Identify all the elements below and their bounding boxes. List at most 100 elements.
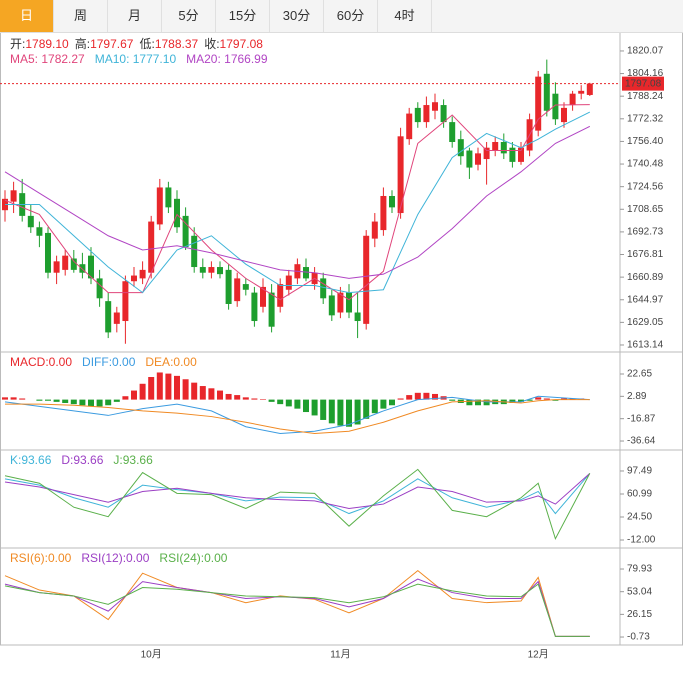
candle-body <box>88 255 94 279</box>
x-tick-label: 12月 <box>528 649 549 661</box>
y-tick-label: 1820.07 <box>627 46 664 57</box>
macd-bar <box>148 377 155 400</box>
info-label: 低: <box>139 37 154 51</box>
period-tab[interactable]: 30分 <box>270 0 324 32</box>
candle-body <box>96 278 103 299</box>
macd-bar <box>96 399 103 407</box>
y-tick-label: 1676.81 <box>627 249 664 260</box>
candle-body <box>475 153 481 165</box>
candle-body <box>483 147 490 160</box>
candle-body <box>389 195 395 208</box>
candle-body <box>139 269 146 279</box>
indicator-line <box>4 395 590 435</box>
candle-body <box>268 292 275 327</box>
indicator-line <box>4 583 590 637</box>
macd-bar <box>251 398 258 400</box>
macd-bar <box>182 379 189 400</box>
y-tick-label: 22.65 <box>627 369 652 380</box>
macd-bar <box>260 399 266 400</box>
macd-bar <box>131 390 137 400</box>
candle-body <box>225 269 232 304</box>
macd-bar <box>337 399 344 426</box>
candle-body <box>320 278 327 299</box>
y-tick-label: 1708.65 <box>627 204 664 215</box>
info-value: 1797.67 <box>90 37 134 51</box>
candle-body <box>509 147 516 162</box>
macd-bar <box>552 399 559 401</box>
candle-body <box>543 73 550 111</box>
last-price-box <box>622 76 664 91</box>
candle-body <box>199 267 206 273</box>
macd-bar <box>88 399 94 407</box>
macd-bar <box>449 399 456 401</box>
period-tab[interactable]: 4时 <box>378 0 432 32</box>
macd-bar <box>277 399 284 405</box>
period-tab[interactable]: 周 <box>54 0 108 32</box>
period-tab[interactable]: 15分 <box>216 0 270 32</box>
candle-body <box>586 83 593 95</box>
macd-bar <box>2 397 8 400</box>
candle-body <box>363 235 370 324</box>
candle-body <box>285 275 292 290</box>
y-tick-label: 1772.32 <box>627 113 664 124</box>
macd-bar <box>139 383 146 400</box>
candle-body <box>303 267 309 279</box>
candle-body <box>62 255 69 270</box>
macd-bar <box>561 398 567 400</box>
legend-entry: DIFF:0.00 <box>82 355 136 369</box>
candle-body <box>432 102 438 111</box>
macd-bar <box>217 390 223 400</box>
candle-body <box>535 76 542 131</box>
macd-bar <box>389 399 395 406</box>
candle-body <box>79 264 86 273</box>
candle-body <box>45 232 51 273</box>
macd-bar <box>62 399 69 403</box>
y-tick-label: 1740.48 <box>627 159 664 170</box>
macd-bar <box>526 399 533 401</box>
candle-body <box>414 107 421 123</box>
y-tick-label: -16.87 <box>627 413 656 424</box>
legend-entry: D:93.66 <box>61 453 103 467</box>
macd-bar <box>303 399 309 413</box>
y-tick-label: 26.15 <box>627 609 652 620</box>
y-tick-label: 1660.89 <box>627 272 664 283</box>
period-tab[interactable]: 5分 <box>162 0 216 32</box>
candle-body <box>578 90 585 94</box>
candle-body <box>457 139 464 157</box>
candle-body <box>217 267 223 275</box>
macd-bar <box>208 388 215 400</box>
macd-bar <box>45 399 51 401</box>
y-tick-label: 1724.56 <box>627 181 664 192</box>
y-tick-label: 1788.24 <box>627 91 664 102</box>
macd-bar <box>191 382 198 400</box>
candle-body <box>10 190 17 202</box>
macd-bar <box>311 399 318 416</box>
y-tick-label: 1629.05 <box>627 317 664 328</box>
info-label: 高: <box>75 36 90 51</box>
candle-body <box>354 312 361 322</box>
y-tick-label: 1692.73 <box>627 227 664 238</box>
candle-body <box>208 267 215 273</box>
macd-bar <box>285 399 292 407</box>
info-value: 1797.08 <box>220 37 264 51</box>
period-tab[interactable]: 60分 <box>324 0 378 32</box>
candle-body <box>70 258 77 270</box>
period-tab[interactable]: 日 <box>0 0 54 32</box>
y-tick-label: 79.93 <box>627 564 652 575</box>
candle-body <box>561 107 567 123</box>
period-tab[interactable]: 月 <box>108 0 162 32</box>
macd-bar <box>105 399 112 406</box>
period-tabs: 日周月 5分 15分 30分 60分 4时 <box>0 0 683 33</box>
macd-bar <box>354 399 361 425</box>
macd-bar <box>79 399 86 406</box>
macd-bar <box>380 399 387 409</box>
y-tick-label: 97.49 <box>627 466 652 477</box>
y-tick-label: 53.04 <box>627 586 652 597</box>
candle-body <box>337 292 344 313</box>
macd-bar <box>199 386 206 400</box>
candle-body <box>277 284 284 307</box>
candle-body <box>371 221 378 239</box>
macd-bar <box>70 399 77 405</box>
